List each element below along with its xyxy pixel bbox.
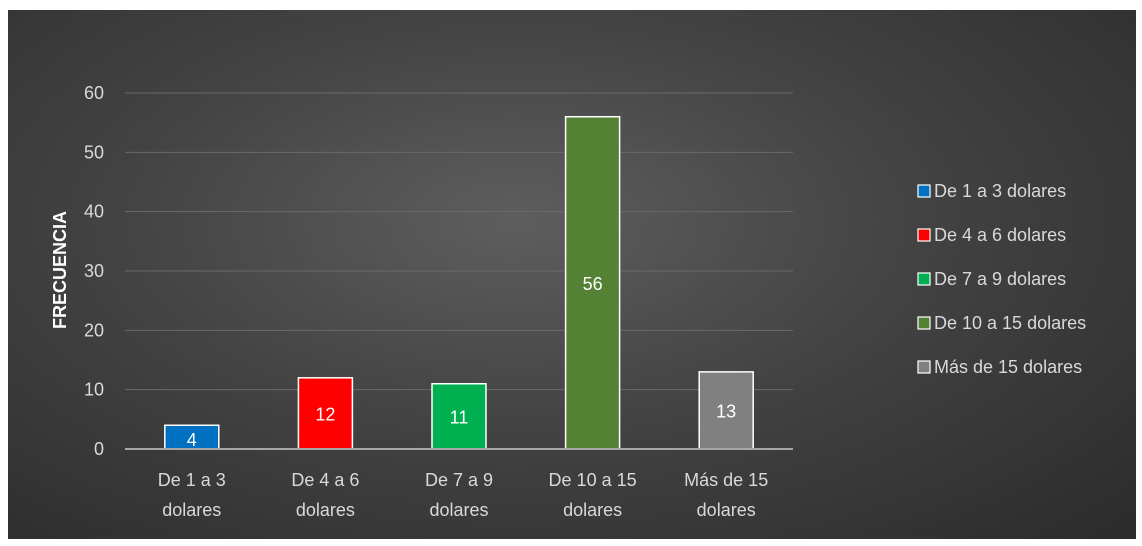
- data-label: 11: [450, 407, 469, 427]
- gridlines: [125, 92, 793, 391]
- x-category-label: De 1 a 3: [158, 470, 226, 490]
- y-tick-label: 20: [84, 320, 104, 340]
- y-tick-label: 30: [84, 261, 104, 281]
- y-tick-label: 10: [84, 380, 104, 400]
- x-category-label: dolares: [563, 500, 622, 520]
- x-category-label: dolares: [162, 500, 221, 520]
- y-axis-label: FRECUENCIA: [50, 211, 70, 329]
- legend: De 1 a 3 dolares De 4 a 6 dolares De 7 a 9…: [917, 181, 1086, 377]
- bar: [698, 371, 754, 450]
- y-tick-label: 60: [84, 83, 104, 103]
- x-category-label: dolares: [296, 500, 355, 520]
- legend-swatch: [917, 316, 931, 330]
- y-tick-label: 50: [84, 142, 104, 162]
- legend-swatch: [917, 184, 931, 198]
- x-category-label: dolares: [697, 500, 756, 520]
- bar: [564, 115, 621, 450]
- legend-swatch: [917, 272, 931, 286]
- y-tick-label: 0: [94, 439, 104, 459]
- data-label: 56: [583, 274, 603, 294]
- legend-label: Más de 15 dolares: [934, 357, 1082, 377]
- data-label: 12: [315, 404, 335, 424]
- bars: 4 12 11 56 13: [164, 115, 754, 450]
- x-category-label: De 10 a 15: [549, 470, 637, 490]
- y-tick-label: 40: [84, 202, 104, 222]
- x-category-label: Más de 15: [684, 470, 768, 490]
- legend-label: De 7 a 9 dolares: [934, 269, 1066, 289]
- bar: [431, 382, 487, 450]
- legend-label: De 1 a 3 dolares: [934, 181, 1066, 201]
- legend-swatch: [917, 360, 931, 374]
- x-category-label: De 7 a 9: [425, 470, 493, 490]
- x-category-label: dolares: [429, 500, 488, 520]
- x-axis-categories: De 1 a 3 dolares De 4 a 6 dolares De 7 a 9 do…: [158, 470, 768, 520]
- legend-label: De 4 a 6 dolares: [934, 225, 1066, 245]
- legend-swatch: [917, 228, 931, 242]
- data-label: 4: [187, 430, 197, 450]
- bar: [297, 377, 354, 450]
- y-axis-ticks: 0 10 20 30 40 50 60: [84, 83, 104, 459]
- x-category-label: De 4 a 6: [291, 470, 359, 490]
- legend-label: De 10 a 15 dolares: [934, 313, 1086, 333]
- data-label: 13: [716, 401, 736, 421]
